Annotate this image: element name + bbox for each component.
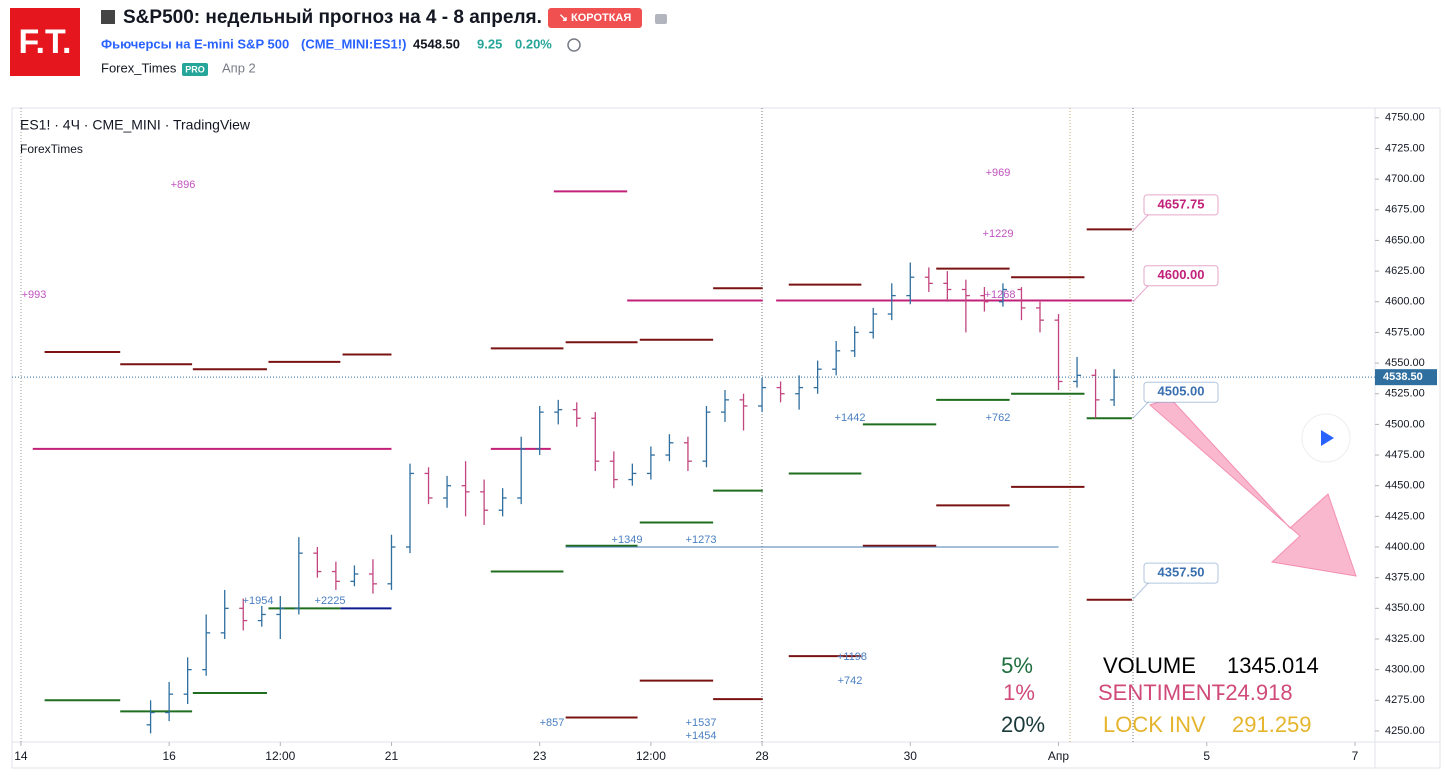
- y-tick-label: 4425.00: [1385, 510, 1425, 522]
- short-badge: [548, 8, 642, 28]
- y-tick-label: 4675.00: [1385, 204, 1425, 216]
- play-icon: [1321, 430, 1334, 446]
- x-tick-label: 7: [1352, 749, 1359, 763]
- annotation: +762: [986, 412, 1011, 424]
- callout-pointer: [1132, 283, 1151, 303]
- chart-subtitle: ForexTimes: [20, 142, 83, 156]
- y-tick-label: 4600.00: [1385, 296, 1425, 308]
- annotation: +1268: [985, 289, 1016, 301]
- y-tick-label: 4525.00: [1385, 388, 1425, 400]
- callout-label: 4657.75: [1158, 196, 1205, 211]
- y-tick-label: 4275.00: [1385, 694, 1425, 706]
- callout-pointer: [1132, 399, 1151, 419]
- lock-label: LOCK INV: [1103, 712, 1206, 737]
- chart-title: ES1! · 4Ч · CME_MINI · TradingView: [20, 117, 251, 133]
- annotation: +2225: [315, 595, 346, 607]
- pro-badge-text: PRO: [185, 64, 205, 74]
- callout-label: 4505.00: [1158, 384, 1205, 399]
- annotation: +969: [986, 167, 1011, 179]
- short-badge-text: ↘ КОРОТКАЯ: [559, 12, 632, 24]
- callout-box: [1143, 562, 1219, 584]
- y-tick-label: 4475.00: [1385, 449, 1425, 461]
- annotation: +1198: [837, 651, 867, 663]
- callout-box: [1143, 381, 1219, 403]
- y-tick-label: 4575.00: [1385, 326, 1425, 338]
- y-tick-label: 4500.00: [1385, 418, 1425, 430]
- x-tick-label: 14: [14, 749, 28, 763]
- price: 4548.50: [413, 36, 460, 51]
- lock-icon: [655, 14, 667, 24]
- date: Апр 2: [222, 60, 256, 75]
- callout-pointer: [1132, 212, 1151, 232]
- change: 9.25: [477, 36, 502, 51]
- stat-pct: 1%: [1003, 680, 1035, 705]
- annotation: +993: [22, 289, 47, 301]
- last-price-tag: [1375, 369, 1437, 386]
- annotation: +1442: [835, 412, 866, 424]
- annotation: +857: [540, 717, 565, 729]
- volume-value: 1345.014: [1227, 653, 1319, 678]
- annotation: +1954: [243, 595, 274, 607]
- x-tick-label: 21: [385, 749, 399, 763]
- forecast-arrow: [1149, 397, 1357, 577]
- logo-text: F.T.: [19, 23, 72, 61]
- pro-badge: [182, 63, 208, 76]
- y-tick-label: 4650.00: [1385, 234, 1425, 246]
- y-tick-label: 4350.00: [1385, 602, 1425, 614]
- annotation: +1537: [686, 717, 717, 729]
- y-tick-label: 4250.00: [1385, 725, 1425, 737]
- y-tick-label: 4325.00: [1385, 633, 1425, 645]
- annotation: +742: [838, 675, 863, 687]
- stat-pct: 5%: [1001, 653, 1033, 678]
- x-tick-label: 5: [1203, 749, 1210, 763]
- x-tick-label: 12:00: [636, 749, 666, 763]
- annotation: +1273: [686, 534, 717, 546]
- y-tick-label: 4550.00: [1385, 357, 1425, 369]
- annotation: +1229: [983, 228, 1014, 240]
- y-tick-label: 4700.00: [1385, 173, 1425, 185]
- y-tick-label: 4300.00: [1385, 664, 1425, 676]
- logo: [10, 8, 80, 76]
- annotation: +1454: [686, 730, 717, 742]
- x-tick-label: 12:00: [265, 749, 295, 763]
- callout-box: [1143, 265, 1219, 287]
- sentiment-label: SENTIMENT: [1098, 680, 1225, 705]
- callout-label: 4600.00: [1158, 267, 1205, 282]
- x-tick-label: 23: [533, 749, 547, 763]
- y-tick-label: 4725.00: [1385, 142, 1425, 154]
- alarm-icon[interactable]: [567, 38, 581, 52]
- y-tick-label: 4625.00: [1385, 265, 1425, 277]
- y-tick-label: 4400.00: [1385, 541, 1425, 553]
- volume-label: VOLUME: [1103, 653, 1196, 678]
- y-tick-label: 4450.00: [1385, 480, 1425, 492]
- annotation: +1349: [612, 534, 643, 546]
- x-tick-label: 30: [904, 749, 918, 763]
- x-tick-label: 16: [162, 749, 176, 763]
- callout-box: [1143, 194, 1219, 216]
- annotation: +896: [171, 179, 196, 191]
- chart-frame: [11, 107, 1441, 769]
- x-tick-label: 28: [755, 749, 769, 763]
- x-tick-label: Апр: [1048, 749, 1070, 763]
- sentiment-value: -24.918: [1218, 680, 1293, 705]
- ticker[interactable]: (CME_MINI:ES1!): [301, 36, 406, 51]
- stat-pct: 20%: [1001, 712, 1045, 737]
- author[interactable]: Forex_Times: [101, 60, 177, 75]
- change-pct: 0.20%: [515, 36, 552, 51]
- idea-icon: [101, 10, 115, 24]
- instrument[interactable]: Фьючерсы на E-mini S&P 500: [101, 36, 289, 51]
- callout-pointer: [1132, 580, 1151, 600]
- callout-label: 4357.50: [1158, 565, 1205, 580]
- idea-title: S&P500: недельный прогноз на 4 - 8 апрел…: [123, 7, 542, 28]
- y-tick-label: 4375.00: [1385, 572, 1425, 584]
- lock-value: 291.259: [1232, 712, 1312, 737]
- y-tick-label: 4750.00: [1385, 112, 1425, 124]
- last-price-label: 4538.50: [1383, 371, 1423, 383]
